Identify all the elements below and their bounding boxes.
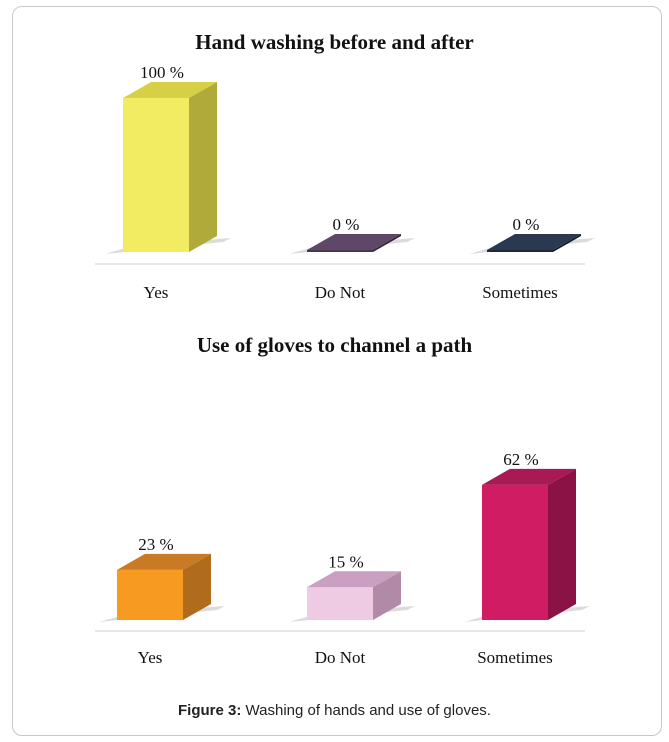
bar-front bbox=[482, 484, 548, 620]
bar-top bbox=[307, 571, 401, 588]
data-label: 0 % bbox=[513, 215, 540, 234]
chart-title-gloves: Use of gloves to channel a path bbox=[196, 333, 473, 357]
bar-front bbox=[123, 98, 189, 252]
bar-sometimes bbox=[469, 234, 595, 254]
caption-text: Washing of hands and use of gloves. bbox=[241, 702, 491, 719]
data-label: 15 % bbox=[328, 552, 363, 571]
category-tick-label: Yes bbox=[138, 648, 163, 667]
bar-top bbox=[482, 468, 576, 485]
bar-front bbox=[117, 569, 183, 620]
bar-sometimes bbox=[464, 468, 590, 622]
category-tick-label: Do Not bbox=[315, 648, 366, 667]
category-tick-label: Do Not bbox=[315, 283, 366, 302]
data-label: 0 % bbox=[333, 215, 360, 234]
data-label: 23 % bbox=[138, 535, 173, 554]
bar-top bbox=[487, 234, 581, 250]
bar-side bbox=[553, 234, 581, 252]
bar-yes bbox=[105, 82, 231, 254]
bar-top bbox=[117, 553, 211, 570]
bar-side bbox=[373, 234, 401, 252]
bar-front bbox=[487, 250, 553, 252]
bar-front bbox=[307, 250, 373, 252]
chart-title-hand-washing: Hand washing before and after bbox=[195, 30, 474, 54]
bar-side bbox=[548, 468, 576, 620]
bar-side bbox=[373, 571, 401, 620]
bar-front bbox=[307, 587, 373, 620]
bar-top bbox=[307, 234, 401, 250]
bar-do-not bbox=[289, 571, 415, 622]
chart-gloves: 23 % Yes 15 % Do Not 62 % Sometimes bbox=[95, 450, 590, 667]
category-tick-label: Sometimes bbox=[477, 648, 553, 667]
bar-side bbox=[189, 82, 217, 252]
category-tick-label: Sometimes bbox=[482, 283, 558, 302]
bar-top bbox=[123, 82, 217, 98]
bar-yes bbox=[99, 553, 225, 622]
category-tick-label: Yes bbox=[144, 283, 169, 302]
bar-side bbox=[183, 553, 211, 620]
data-label: 100 % bbox=[140, 63, 184, 82]
figure-caption: Figure 3: Washing of hands and use of gl… bbox=[0, 702, 669, 719]
caption-label: Figure 3: bbox=[178, 702, 242, 719]
chart-hand-washing: 100 % Yes 0 % Do Not 0 % Sometimes bbox=[95, 63, 595, 302]
data-label: 62 % bbox=[503, 450, 538, 469]
bar-do-not bbox=[289, 234, 415, 254]
